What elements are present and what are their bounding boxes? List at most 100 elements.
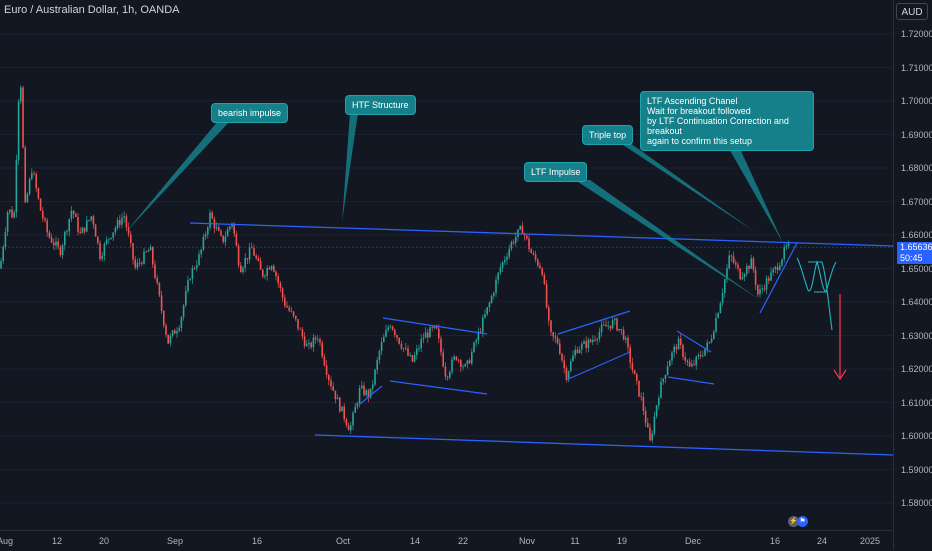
candle-body: [229, 226, 231, 230]
candle-body: [101, 255, 103, 260]
candle-body: [543, 274, 546, 284]
candle-body: [440, 338, 442, 353]
candle-body: [339, 397, 341, 412]
candle-body: [246, 258, 249, 260]
candle-body: [242, 267, 244, 273]
currency-button[interactable]: AUD: [896, 3, 928, 20]
candle-body: [207, 227, 209, 235]
candle-body: [398, 337, 400, 344]
callout-ltf-ascending-channel[interactable]: LTF Ascending Chanel Wait for breakout f…: [640, 91, 814, 151]
candle-body: [728, 255, 730, 269]
candle-body: [647, 422, 649, 428]
candle-body: [92, 216, 95, 225]
candle-body: [369, 388, 372, 398]
candle-body: [123, 216, 125, 218]
candle-body: [776, 266, 779, 271]
candle-body: [105, 239, 108, 244]
candle-body: [42, 210, 44, 219]
candle-body: [479, 331, 482, 333]
flag-icon[interactable]: ⚑: [797, 516, 808, 527]
candle-body: [314, 337, 317, 340]
candle-body: [365, 390, 367, 396]
candle-body: [255, 255, 257, 259]
candle-body: [629, 347, 631, 363]
flag-upper-line: [382, 317, 488, 335]
callout-line: again to confirm this setup: [647, 136, 753, 146]
candle-body: [143, 251, 145, 264]
candle-body: [576, 349, 579, 353]
candle-body: [578, 349, 581, 353]
candle-body: [145, 251, 147, 253]
price-scale[interactable]: [893, 0, 932, 550]
bar-countdown: 50:45: [900, 253, 923, 263]
candle-body: [699, 355, 702, 357]
candle-body: [37, 188, 40, 199]
candle-body: [136, 262, 139, 268]
candle-body: [290, 310, 293, 312]
candle-body: [446, 376, 449, 378]
candle-body: [658, 398, 660, 406]
candle-body: [297, 319, 299, 329]
candle-body: [746, 265, 748, 274]
candle-body: [537, 259, 539, 266]
candle-body: [72, 210, 75, 214]
callout-bearish-impulse[interactable]: bearish impulse: [211, 103, 289, 123]
candle-body: [649, 427, 651, 441]
projection-scribble: [796, 257, 837, 331]
callout-triple-top[interactable]: Triple top: [582, 125, 634, 145]
candle-body: [94, 224, 97, 237]
candle-body: [257, 258, 260, 262]
candle-body: [152, 246, 154, 265]
candle-body: [130, 234, 132, 244]
candle-body: [785, 245, 788, 248]
candle-body: [308, 342, 310, 345]
candle-body: [200, 249, 202, 255]
candle-body: [574, 349, 576, 356]
candle-body: [20, 87, 22, 102]
candle-body: [620, 328, 623, 331]
callout-htf-structure[interactable]: HTF Structure: [345, 95, 416, 115]
candle-body: [125, 216, 128, 228]
candle-body: [31, 173, 33, 180]
candle-body: [475, 340, 477, 343]
channel-upper-line: [557, 310, 631, 335]
candle-body: [418, 348, 420, 349]
candle-body: [754, 269, 757, 286]
candle-body: [372, 384, 374, 389]
candle-body: [224, 236, 227, 242]
candle-body: [438, 328, 440, 339]
time-tick-label: 19: [616, 536, 628, 546]
candle-body: [743, 273, 746, 278]
candle-body: [468, 360, 471, 364]
time-scale[interactable]: [0, 530, 893, 551]
callout-pointer: [342, 113, 358, 222]
candle-body: [721, 292, 724, 304]
candle-body: [299, 328, 301, 330]
lightning-icon[interactable]: ⚡: [788, 516, 799, 527]
candle-body: [407, 348, 409, 356]
candle-body: [11, 209, 13, 218]
candle-body: [741, 277, 744, 280]
candle-body: [636, 374, 638, 381]
candle-body: [561, 353, 563, 361]
candle-body: [422, 337, 425, 340]
candle-body: [264, 275, 266, 277]
candle-body: [163, 310, 165, 326]
candle-body: [488, 302, 491, 308]
candle-body: [323, 356, 326, 366]
candle-body: [666, 366, 669, 375]
candle-body: [268, 267, 271, 270]
candle-body: [270, 265, 273, 270]
price-tick-label: 1.59000: [901, 464, 932, 475]
candle-body: [330, 380, 332, 387]
candle-body: [515, 236, 517, 243]
candle-body: [662, 378, 664, 382]
candle-body: [295, 315, 297, 320]
candle-body: [149, 246, 152, 251]
candle-body: [464, 364, 466, 367]
candle-body: [686, 360, 689, 362]
candle-body: [121, 217, 123, 225]
candle-body: [402, 348, 405, 349]
callout-ltf-impulse[interactable]: LTF Impulse: [524, 162, 588, 182]
